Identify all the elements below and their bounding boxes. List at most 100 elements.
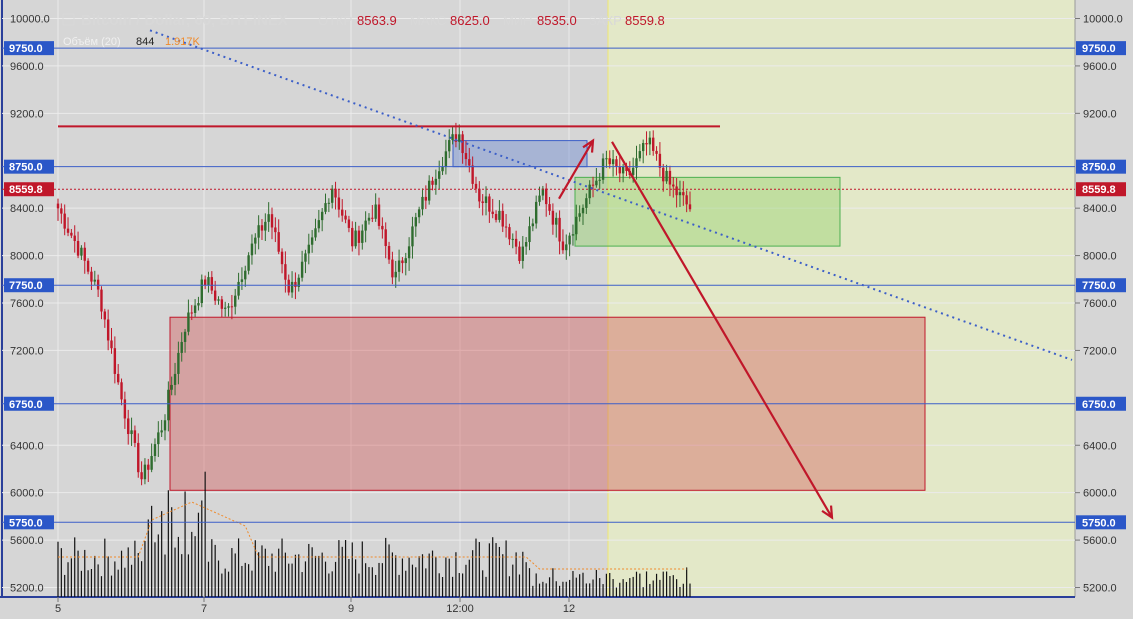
candle-body [320,211,324,221]
candle-body [511,238,514,240]
candle-body [133,430,137,443]
current-price-badge [1076,182,1126,197]
candle-body [56,203,60,209]
candle-body [521,246,525,261]
candle-body [672,184,675,187]
current-price-badge-left-label: 8559.8 [9,184,43,196]
candle-body [60,208,63,214]
level-badge [1076,159,1126,174]
candle-body [86,260,90,272]
candle-body [417,209,421,218]
candle-body [384,229,387,247]
y-tick-label: 9600.0 [1083,61,1117,73]
candle-body [615,159,618,167]
candle-body [250,243,254,256]
candle-body [90,271,93,282]
candle-body [471,165,474,184]
y-tick-label-left: 5600.0 [10,535,44,547]
candle-body [270,214,274,228]
candle-body [337,197,341,210]
candle-body [170,384,173,390]
candle-body [173,373,177,385]
candle-body [478,188,481,202]
y-tick-label-left: 8400.0 [10,203,44,215]
y-tick-label: 5600.0 [1083,535,1117,547]
close-value: 8559.8 [625,13,665,28]
candle-body [431,180,434,185]
bottom-axis-background [0,597,1075,619]
candle-body [585,198,588,208]
volume-label: Объём (20) [63,36,121,48]
collapse-icon[interactable] [62,13,75,26]
candle-body [568,235,571,245]
candle-body [127,418,130,435]
y-tick-label: 10000.0 [1083,14,1123,26]
candle-body [608,158,611,165]
candle-body [484,196,488,204]
candle-body [160,430,163,433]
candle-body [247,255,250,271]
level-badge-left [4,159,54,174]
candle-body [575,216,578,235]
level-badge-label: 7750.0 [1082,280,1116,292]
level-badge-label: 6750.0 [1082,399,1116,411]
candle-body [331,188,334,203]
candle-body [137,442,140,473]
y-tick-label: 8400.0 [1083,203,1117,215]
down-arrow [611,141,833,519]
candle-body [324,203,327,212]
level-badge-left [4,396,54,411]
candles [56,122,692,486]
candle-body [280,251,284,265]
candle-body [678,192,682,196]
candle-body [300,261,304,278]
y-tick-label: 6000.0 [1083,488,1117,500]
candle-body [264,221,267,231]
candle-body [618,166,621,174]
candle-body [153,444,157,457]
candle-body [685,195,688,205]
candle-body [407,246,411,259]
candle-body [63,213,66,229]
candle-body [314,228,317,238]
candle-body [531,223,535,227]
candle-body [197,303,200,306]
candle-body [230,306,234,308]
candle-body [177,352,180,374]
candle-body [401,260,404,264]
candle-body [180,341,183,353]
candle-body [277,232,280,252]
candle-body [106,319,110,341]
level-badge-left-label: 5750.0 [9,517,43,529]
low-label: МИН [503,13,533,28]
candle-body [317,220,321,229]
x-tick-label: 5 [55,603,61,615]
candle-body [397,260,401,272]
level-badge-left-label: 9750.0 [9,43,43,55]
candle-body [448,140,451,152]
y-tick-label: 5200.0 [1083,583,1117,595]
candle-body [411,226,414,247]
candle-body [464,153,468,160]
candle-body [565,244,568,251]
candle-body [474,183,478,189]
candle-body [675,186,678,196]
candle-body [113,348,117,374]
y-tick-label-left: 10000.0 [10,14,50,26]
candle-body [357,230,361,243]
candle-body [73,235,76,241]
candle-body [504,226,508,228]
high-value: 8625.0 [450,13,490,28]
candle-body [103,311,107,320]
candle-body [183,331,187,342]
candle-body [190,312,193,314]
candle-body [223,307,227,309]
y-tick-label-left: 7200.0 [10,345,44,357]
chart-header: Bitcoin / Dollar, 60, BITFINEX ОТКР 8563… [62,12,665,48]
drawings [58,29,1073,520]
candle-body [257,225,260,238]
up-arrow-head [582,138,595,153]
candle-body [514,238,518,247]
level-badge-label: 5750.0 [1082,517,1116,529]
